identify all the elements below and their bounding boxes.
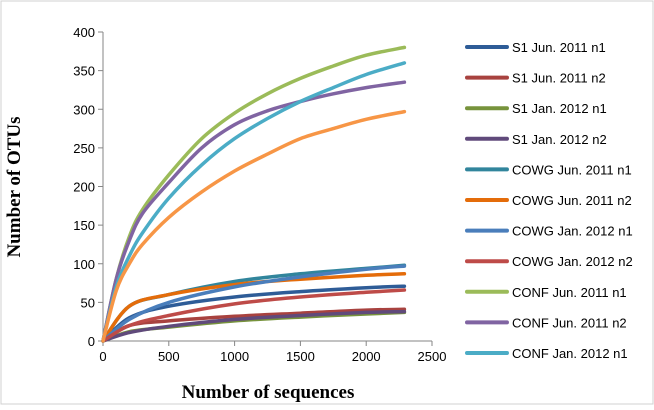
x-tick-label: 0 [99,349,106,364]
legend: S1 Jun. 2011 n1 S1 Jun. 2011 n2 S1 Jan. 20… [465,40,633,361]
legend-entry: S1 Jan. 2012 n1 [512,101,607,116]
legend-entry: CONF Jan. 2012 n1 [512,346,628,361]
series-line-cowg-jan-2012-n2 [101,288,407,343]
y-tick-label: 250 [73,141,95,156]
legend-entry: S1 Jun. 2011 n1 [512,40,606,55]
y-tick-label: 150 [73,218,95,233]
x-tick-label: 2000 [352,349,381,364]
y-tick-label: 350 [73,64,95,79]
series-line-cowg-jun-2011-n2 [101,272,407,343]
axes: 0 50 100 150 200 250 300 350 400 0 500 1000 1500 2000… [73,25,446,364]
x-tick-label: 1000 [220,349,249,364]
x-axis-title: Number of sequences [182,382,355,403]
x-tick-label: 1500 [286,349,315,364]
y-tick-label: 400 [73,25,95,40]
y-tick-label: 100 [73,257,95,272]
series-line-unlabeled-11 [101,109,407,343]
legend-entry: CONF Jun. 2011 n1 [512,285,627,300]
y-tick-label: 300 [73,102,95,117]
series-line-cowg-jan-2012-n1 [101,264,407,343]
legend-entry: S1 Jan. 2012 n2 [512,132,607,147]
legend-entry: CONF Jun. 2011 n2 [512,315,627,330]
legend-entry: COWG Jan. 2012 n1 [512,224,633,239]
x-tick-label: 500 [158,349,180,364]
y-axis-title: Number of OTUs [4,116,25,257]
series-line-conf-jun-2011-n2 [101,80,407,343]
plot-area [101,45,407,343]
legend-entry: COWG Jun. 2011 n1 [512,162,632,177]
y-tick-label: 50 [81,295,95,310]
y-tick-label: 0 [88,334,95,349]
legend-entry: COWG Jun. 2011 n2 [512,193,632,208]
x-tick-label: 2500 [418,349,447,364]
legend-entry: COWG Jan. 2012 n2 [512,254,633,269]
legend-entry: S1 Jun. 2011 n2 [512,71,606,86]
y-tick-label: 200 [73,180,95,195]
series-line-conf-jan-2012-n1 [101,61,407,343]
series-line-s1-jan-2012-n2 [101,309,407,343]
